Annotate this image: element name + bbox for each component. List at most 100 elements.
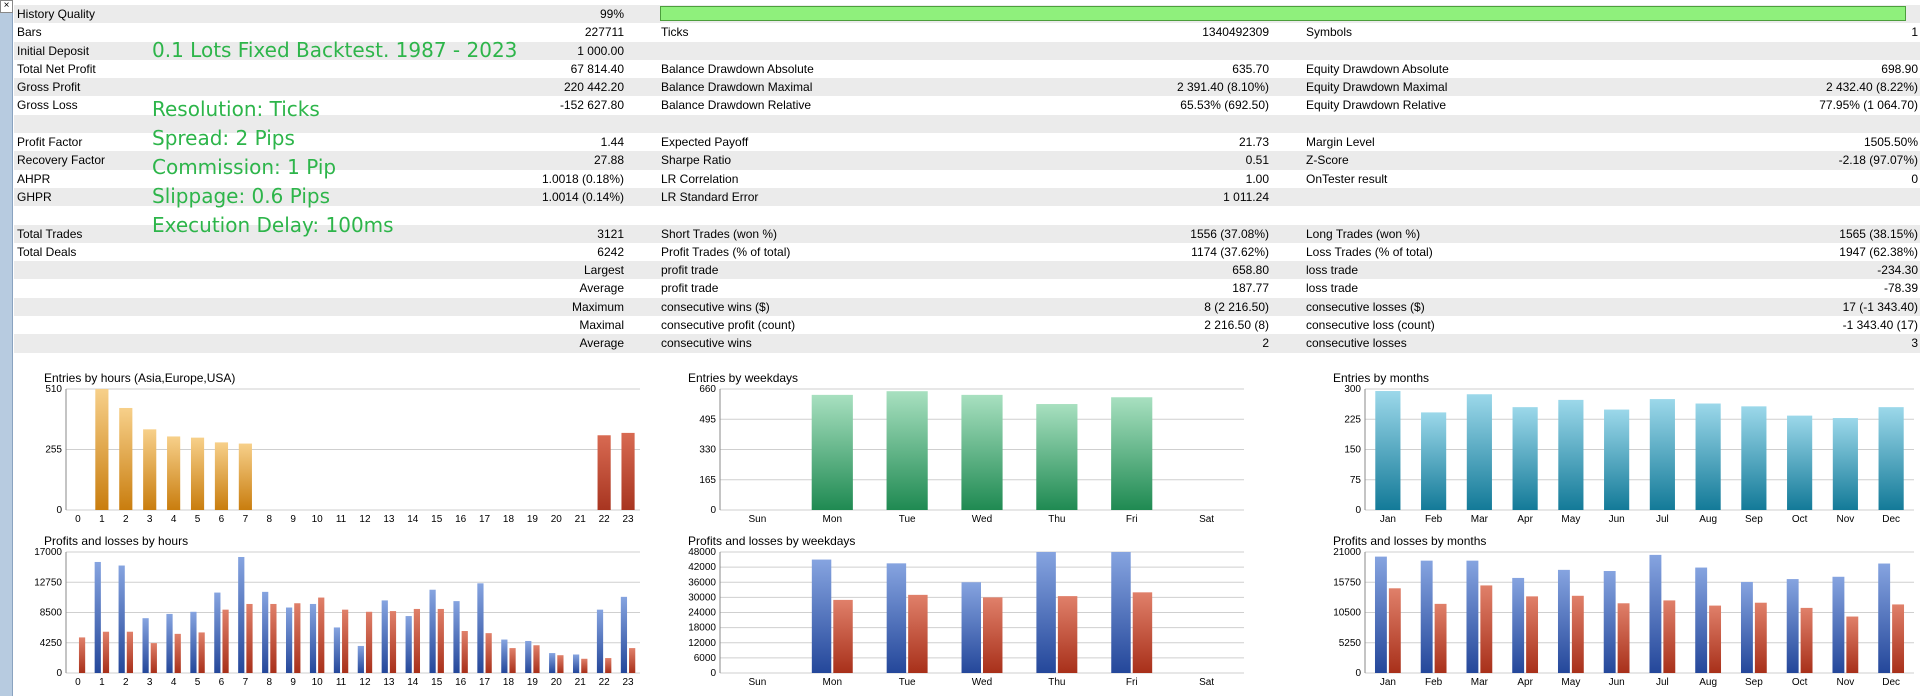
bar bbox=[429, 589, 436, 673]
report-row: AHPR 1.0018 (0.18%) LR Correlation 1.00 OnTe… bbox=[14, 170, 1920, 188]
bar bbox=[150, 643, 157, 673]
report-label-l1: Gross Profit bbox=[17, 80, 81, 95]
x-tick-label: 23 bbox=[622, 514, 634, 525]
report-row: GHPR 1.0014 (0.14%) LR Standard Error 1 011… bbox=[14, 187, 1920, 207]
x-tick-label: 23 bbox=[622, 677, 634, 688]
x-tick-label: 12 bbox=[359, 514, 371, 525]
report-value-v2: 21.73 bbox=[1238, 135, 1269, 150]
bar bbox=[833, 599, 853, 673]
bar bbox=[1512, 577, 1525, 673]
report-value-v3: 17 (-1 343.40) bbox=[1842, 299, 1918, 314]
x-tick-label: Jul bbox=[1656, 514, 1669, 525]
bar bbox=[1740, 581, 1753, 673]
x-tick-label: 2 bbox=[123, 677, 129, 688]
y-tick-label: 0 bbox=[56, 668, 62, 679]
report-row bbox=[14, 206, 1920, 224]
report-label-l2: LR Correlation bbox=[661, 171, 739, 186]
bar bbox=[262, 591, 269, 673]
report-label-l1: History Quality bbox=[17, 7, 96, 21]
report-row: Largest profit trade 658.80 loss trade -234.… bbox=[14, 261, 1920, 280]
report-value-v3: -1 343.40 (17) bbox=[1842, 318, 1918, 333]
chart-title: Profits and losses by hours bbox=[44, 534, 189, 548]
bar bbox=[983, 597, 1003, 673]
report-label-l2: Short Trades (won %) bbox=[661, 226, 778, 241]
report-value-v1: 227711 bbox=[584, 25, 624, 40]
report-label-l3: loss trade bbox=[1306, 263, 1359, 278]
y-tick-label: 0 bbox=[710, 505, 716, 516]
x-tick-label: 3 bbox=[147, 677, 153, 688]
report-value-v2: 1556 (37.08%) bbox=[1190, 226, 1269, 241]
report-label-l1: Total Trades bbox=[17, 226, 83, 241]
report-label-l3: Equity Drawdown Maximal bbox=[1306, 80, 1448, 95]
chart-title: Profits and losses by weekdays bbox=[688, 534, 856, 548]
bar bbox=[621, 432, 635, 510]
report-value-v1: Maximum bbox=[571, 299, 624, 314]
report-value-v1: 1.0014 (0.14%) bbox=[541, 189, 624, 204]
bar bbox=[126, 631, 134, 673]
x-tick-label: May bbox=[1561, 514, 1580, 525]
report-row: Total Deals 6242 Profit Trades (% of total… bbox=[14, 243, 1920, 261]
x-tick-label: 0 bbox=[75, 514, 81, 525]
x-tick-label: 3 bbox=[147, 514, 153, 525]
report-value-v1: 1.44 bbox=[600, 135, 624, 150]
x-tick-label: Jan bbox=[1380, 514, 1396, 525]
x-tick-label: Wed bbox=[972, 677, 992, 688]
x-tick-label: 16 bbox=[455, 677, 467, 688]
report-row bbox=[14, 353, 1920, 371]
bar bbox=[413, 608, 421, 673]
bar bbox=[1878, 407, 1904, 510]
y-tick-label: 48000 bbox=[688, 547, 716, 558]
bar bbox=[389, 611, 397, 673]
bar bbox=[143, 429, 157, 510]
x-tick-label: Jun bbox=[1609, 677, 1625, 688]
x-tick-label: 22 bbox=[599, 514, 611, 525]
y-tick-label: 17000 bbox=[34, 547, 62, 558]
x-tick-label: 7 bbox=[243, 677, 249, 688]
report-value-v2: 1340492309 bbox=[1202, 25, 1269, 40]
report-value-v2: 8 (2 216.50) bbox=[1204, 299, 1269, 314]
bar bbox=[1434, 603, 1447, 673]
x-tick-label: 22 bbox=[599, 677, 611, 688]
bar bbox=[309, 603, 317, 673]
bar bbox=[1374, 556, 1387, 673]
bar bbox=[620, 596, 628, 673]
y-tick-label: 165 bbox=[699, 475, 716, 486]
chart-plot: 0 75 150 225 300 Jan Feb Mar Apr May Jun Jul Aug Sep O… bbox=[1344, 384, 1914, 525]
report-label-l2: consecutive profit (count) bbox=[661, 318, 796, 333]
x-tick-label: 21 bbox=[575, 514, 587, 525]
bar bbox=[1111, 552, 1131, 673]
bar bbox=[1754, 602, 1767, 673]
bar bbox=[238, 556, 245, 673]
bar bbox=[1466, 560, 1479, 673]
y-tick-label: 12000 bbox=[688, 638, 716, 649]
report-label-l2: Balance Drawdown Absolute bbox=[661, 61, 814, 76]
bar bbox=[1846, 616, 1859, 673]
bar bbox=[318, 597, 325, 673]
bar bbox=[285, 607, 293, 673]
close-button[interactable]: × bbox=[0, 0, 13, 13]
x-tick-label: Nov bbox=[1836, 514, 1854, 525]
bar bbox=[477, 583, 484, 673]
bar bbox=[342, 609, 349, 673]
x-tick-label: 2 bbox=[123, 514, 129, 525]
report-value-v1: -152 627.80 bbox=[559, 98, 624, 113]
report-value-v3: 77.95% (1 064.70) bbox=[1819, 98, 1918, 113]
x-tick-label: 1 bbox=[99, 514, 105, 525]
x-tick-label: Feb bbox=[1425, 677, 1443, 688]
report-row: Gross Loss -152 627.80 Balance Drawdown Re… bbox=[14, 96, 1920, 114]
chart-1: Entries by weekdays 0 165 330 495 660 Sun Mon Tu… bbox=[658, 371, 1258, 531]
bar bbox=[1800, 607, 1813, 673]
y-tick-label: 21000 bbox=[1333, 547, 1361, 558]
y-tick-label: 24000 bbox=[688, 608, 716, 619]
bar bbox=[1649, 554, 1662, 673]
bar bbox=[1480, 585, 1493, 673]
report-row: Average consecutive wins 2 consecutive loss… bbox=[14, 334, 1920, 353]
report-value-v1: 99% bbox=[599, 7, 624, 21]
report-row: Recovery Factor 27.88 Sharpe Ratio 0.51 Z-Sc… bbox=[14, 151, 1920, 170]
x-tick-label: 16 bbox=[455, 514, 467, 525]
bar bbox=[1892, 604, 1905, 673]
report-value-v3: 698.90 bbox=[1881, 61, 1918, 76]
x-tick-label: 18 bbox=[503, 514, 515, 525]
